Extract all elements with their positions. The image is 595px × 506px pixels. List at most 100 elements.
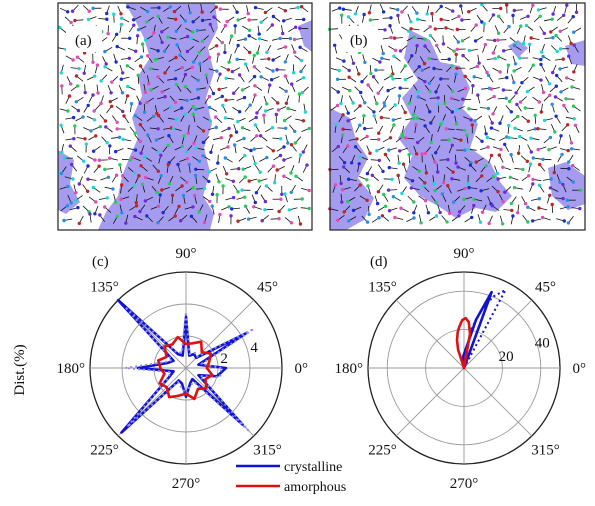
spin-head <box>263 208 267 212</box>
spin-head <box>255 51 260 55</box>
spin-head <box>470 215 474 220</box>
spin-head <box>444 26 448 30</box>
spin-head <box>506 63 511 67</box>
panel-d-label: (d) <box>370 254 388 270</box>
spin-head <box>145 100 149 105</box>
spin-head <box>512 69 516 73</box>
spin-head <box>156 204 161 208</box>
spin-head <box>572 43 576 47</box>
spin-head <box>366 184 370 188</box>
spin-head <box>62 218 66 223</box>
angle-tick-label: 315° <box>253 443 282 459</box>
spin-head <box>562 13 566 17</box>
spin-head <box>459 4 463 8</box>
spin-head <box>569 141 574 145</box>
spin-head <box>342 210 346 214</box>
spin-head <box>185 180 189 184</box>
spin-head <box>270 126 275 130</box>
spin-head <box>571 163 575 168</box>
spin-head <box>156 49 160 53</box>
angle-tick-label: 180° <box>57 361 86 377</box>
spin-head <box>208 199 212 204</box>
spin-head <box>122 114 126 118</box>
y-axis-label: Dist.(%) <box>12 344 28 395</box>
spin-head <box>207 105 212 110</box>
spin-head <box>248 50 252 55</box>
spin-head <box>60 84 64 88</box>
spin-head <box>257 37 262 41</box>
spin-head <box>293 141 297 145</box>
spin-head <box>466 147 470 151</box>
spin-head <box>572 70 576 74</box>
spin-head <box>496 177 500 181</box>
spin-head <box>426 211 431 215</box>
spin-head <box>553 95 558 99</box>
spin-head <box>460 39 465 43</box>
spin-head <box>133 131 137 135</box>
spin-head <box>339 101 343 106</box>
spin-head <box>188 11 192 15</box>
angle-tick-label: 270° <box>450 476 479 492</box>
spin-head <box>215 69 219 73</box>
spin-head <box>336 144 340 149</box>
spin-head <box>67 94 72 98</box>
spin-head <box>180 144 184 149</box>
spin-head <box>167 134 171 138</box>
spin-head <box>240 126 245 130</box>
spin-head <box>346 119 350 123</box>
spin-head <box>99 79 103 83</box>
spin-head <box>509 110 513 114</box>
spin-head <box>489 87 494 91</box>
spin-head <box>104 125 108 129</box>
spin-head <box>97 158 102 162</box>
spin-head <box>59 123 63 128</box>
spin-head <box>403 77 407 82</box>
spin-head <box>235 57 239 61</box>
spin-head <box>115 127 119 131</box>
spin-head <box>191 20 195 24</box>
spin-head <box>171 126 176 131</box>
spin-head <box>132 171 137 175</box>
spin-head <box>180 106 184 110</box>
spin-head <box>247 179 251 183</box>
spin-head <box>422 61 427 66</box>
spin-head <box>351 208 356 213</box>
spin-head <box>66 184 70 189</box>
spin-head <box>77 182 82 186</box>
spin-head <box>156 127 160 131</box>
spin-head <box>243 175 247 179</box>
spin-head <box>523 202 528 206</box>
spin-head <box>551 36 555 40</box>
spin-head <box>567 167 571 171</box>
spin-head <box>410 54 414 58</box>
spin-head <box>277 209 281 214</box>
spin-head <box>339 181 343 186</box>
spin-head <box>357 162 361 166</box>
spin-head <box>232 91 236 95</box>
spin-head <box>69 20 73 25</box>
spin-head <box>531 63 535 67</box>
spin-head <box>412 200 416 204</box>
angle-tick-label: 45° <box>257 280 278 296</box>
spin-head <box>520 81 524 85</box>
spin-head <box>221 184 225 188</box>
spin-head <box>293 129 297 134</box>
spin-head <box>415 44 419 48</box>
spin-head <box>531 182 535 186</box>
spin-head <box>526 14 530 18</box>
spin-head <box>125 94 130 98</box>
spin-head <box>500 222 505 226</box>
spin-head <box>191 30 195 34</box>
spin-head <box>497 55 501 59</box>
spin-head <box>567 54 571 58</box>
spin-head <box>83 90 87 95</box>
spin-head <box>386 88 390 93</box>
spin-head <box>442 181 446 185</box>
spin-head <box>197 210 201 214</box>
spin-head <box>190 65 194 70</box>
panel-a-amorphous-domain-left <box>58 150 80 214</box>
spin-head <box>383 104 387 108</box>
spin-head <box>372 110 376 114</box>
spin-head <box>191 205 195 209</box>
